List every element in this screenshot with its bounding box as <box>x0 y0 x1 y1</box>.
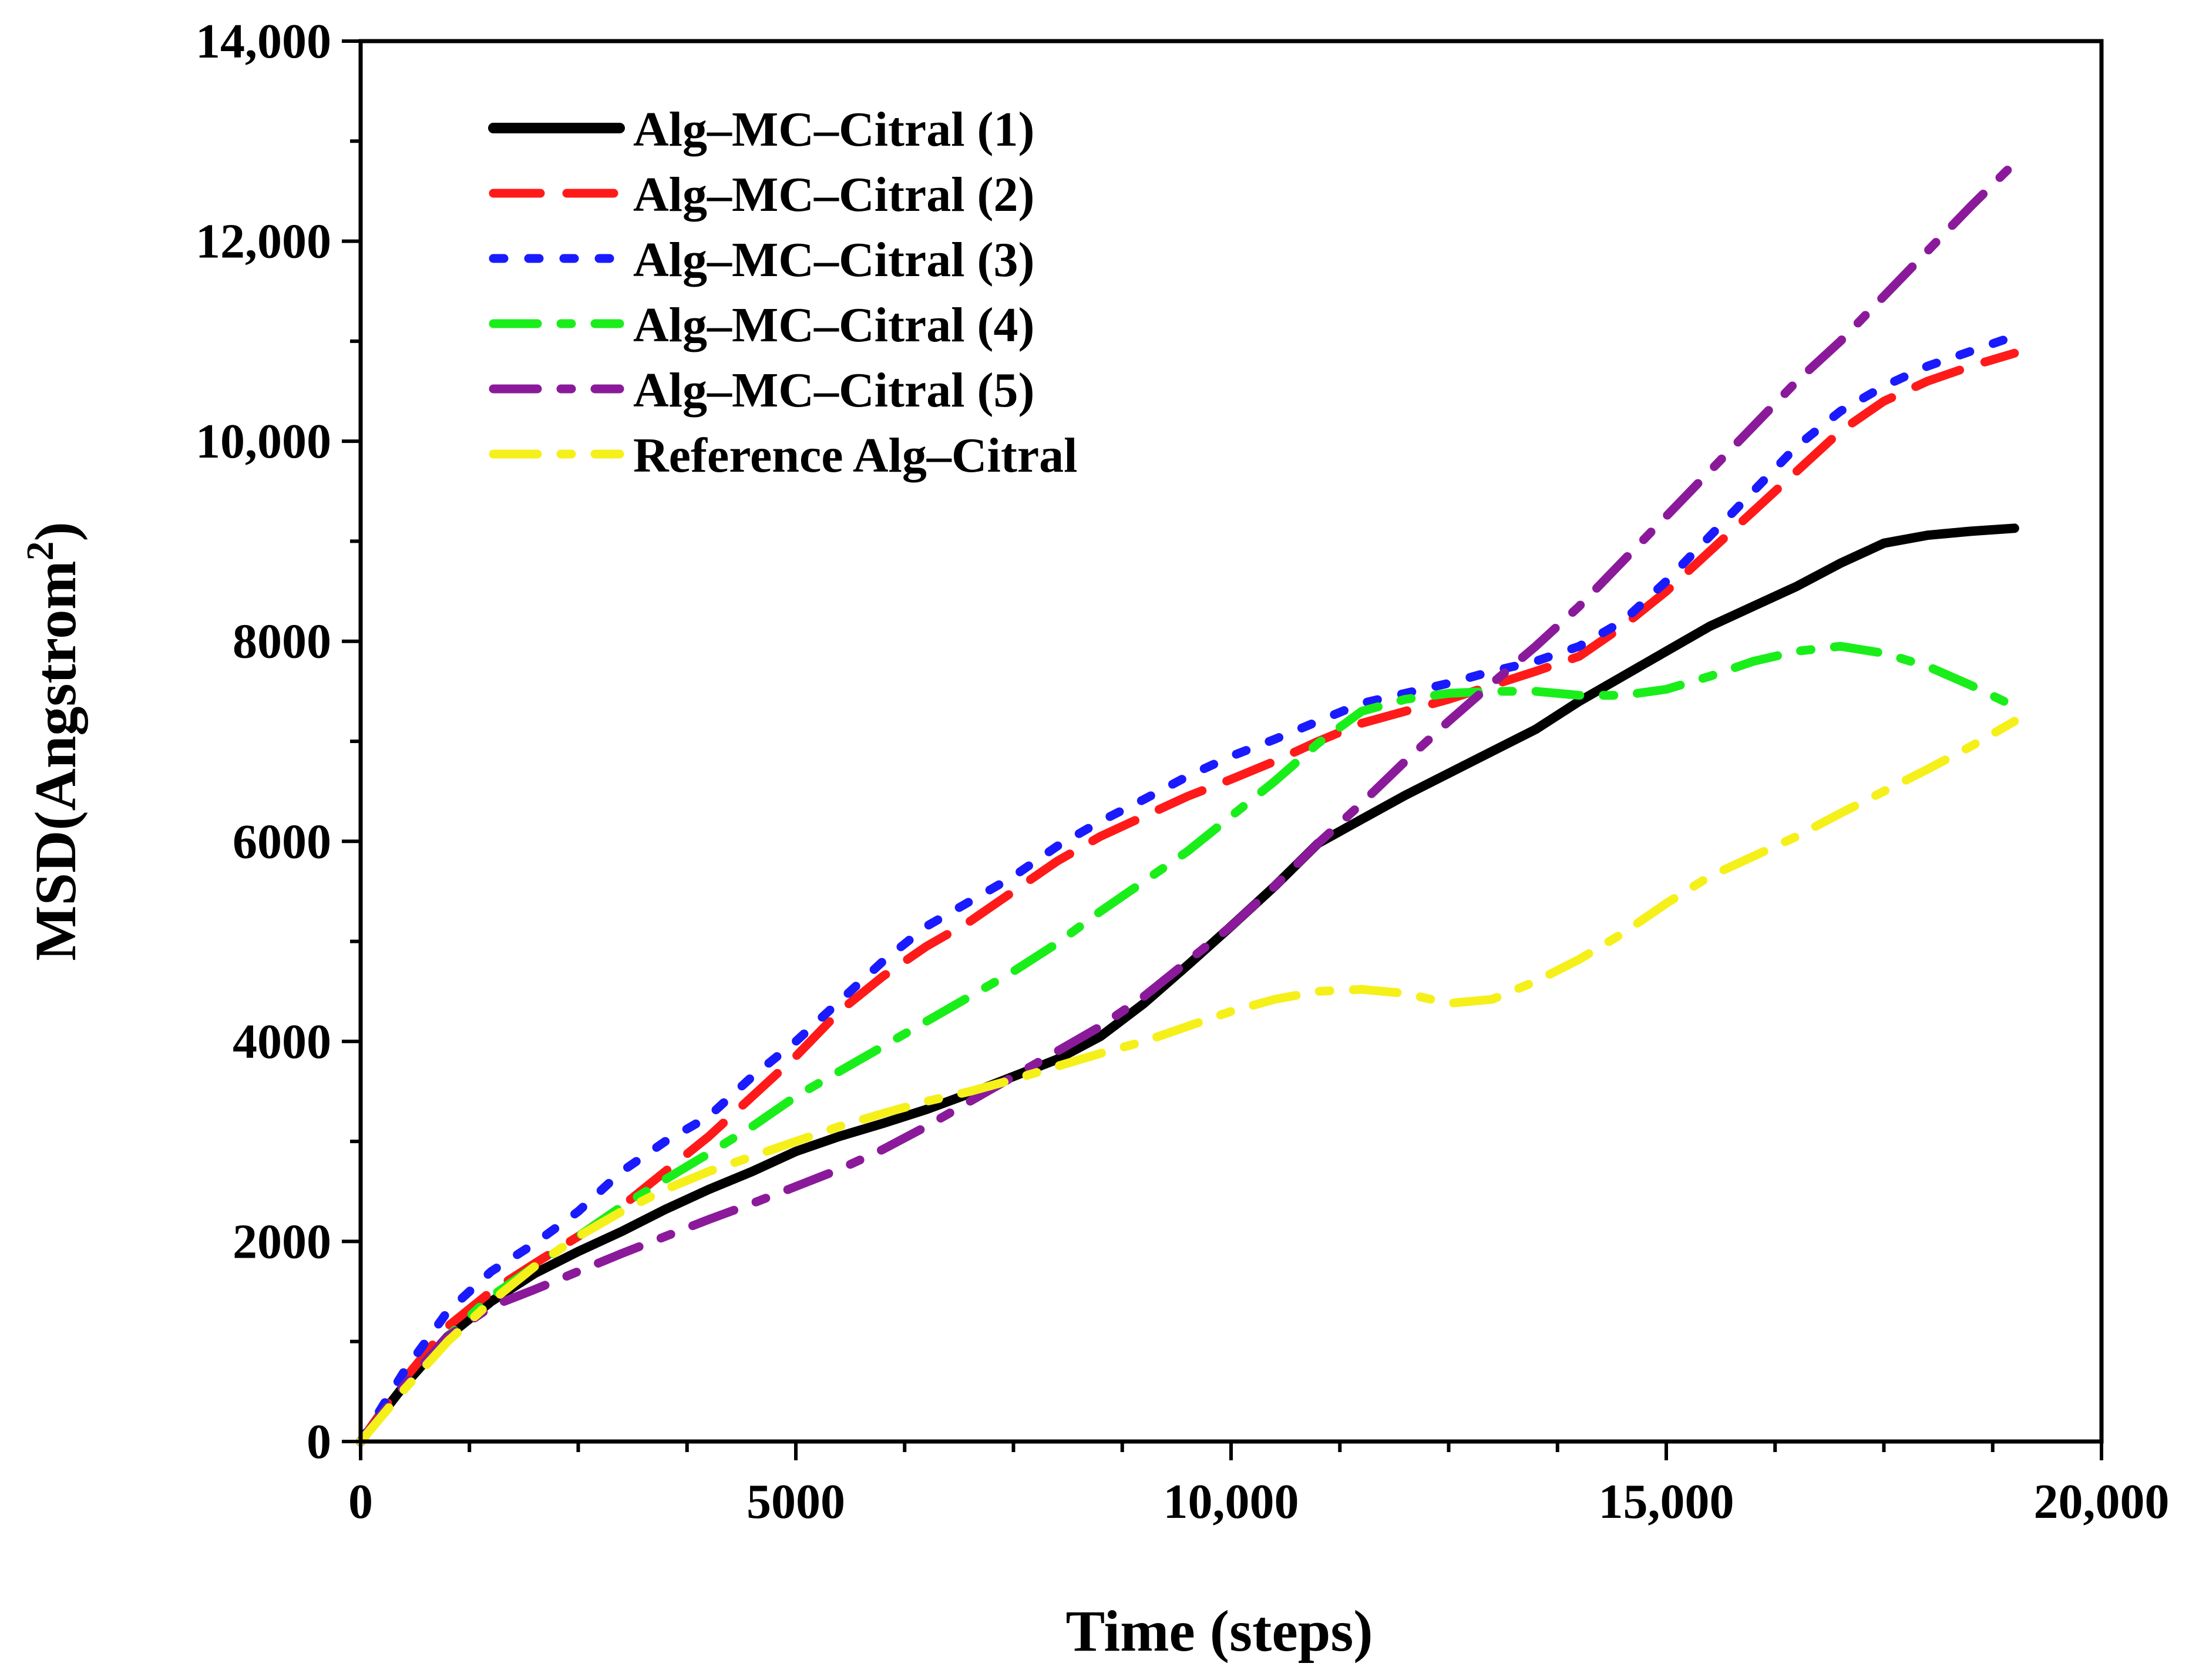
legend-label-5: Alg–MC–Citral (5) <box>633 363 1034 418</box>
x-tick-label: 5000 <box>747 1474 845 1529</box>
x-tick-label: 15,000 <box>1599 1474 1734 1529</box>
x-tick-labels: 0 5000 10,000 15,000 20,000 <box>348 1474 2170 1529</box>
x-tick-label: 10,000 <box>1164 1474 1299 1529</box>
y-tick-label: 0 <box>307 1414 331 1469</box>
series-line-5 <box>356 159 2019 1446</box>
x-tick-label: 20,000 <box>2034 1474 2170 1529</box>
axis-ticks <box>342 39 2103 1460</box>
legend-label-3: Alg–MC–Citral (3) <box>633 233 1034 287</box>
y-axis-title-superscript: 2 <box>19 541 62 560</box>
x-tick-label: 0 <box>348 1474 373 1529</box>
y-tick-label: 8000 <box>233 614 331 669</box>
y-axis-title: MSD(Angstrom2) <box>19 522 88 961</box>
series-line-6 <box>356 717 2019 1446</box>
x-axis-title: Time (steps) <box>1065 1598 1373 1664</box>
series-layer <box>356 159 2019 1446</box>
y-tick-labels: 0 2000 4000 6000 8000 10,000 12,000 14,000 <box>196 14 331 1469</box>
y-tick-label: 10,000 <box>196 414 331 469</box>
legend-label-2: Alg–MC–Citral (2) <box>633 167 1034 222</box>
legend-label-4: Alg–MC–Citral (4) <box>633 298 1034 352</box>
y-tick-label: 6000 <box>233 814 331 869</box>
y-tick-label: 12,000 <box>196 214 331 269</box>
legend-label-6: Reference Alg–Citral <box>633 428 1078 483</box>
legend: Alg–MC–Citral (1) Alg–MC–Citral (2) Alg–MC… <box>488 102 1078 483</box>
y-tick-label: 2000 <box>233 1214 331 1269</box>
series-line-3 <box>356 331 2019 1446</box>
series-line-4 <box>356 641 2019 1446</box>
legend-label-1: Alg–MC–Citral (1) <box>633 102 1034 157</box>
y-tick-label: 14,000 <box>196 14 331 69</box>
y-tick-label: 4000 <box>233 1014 331 1069</box>
series-line-1 <box>356 523 2019 1446</box>
y-axis-title-close: ) <box>23 522 88 541</box>
y-axis-title-main: MSD(Angstrom <box>23 560 88 960</box>
